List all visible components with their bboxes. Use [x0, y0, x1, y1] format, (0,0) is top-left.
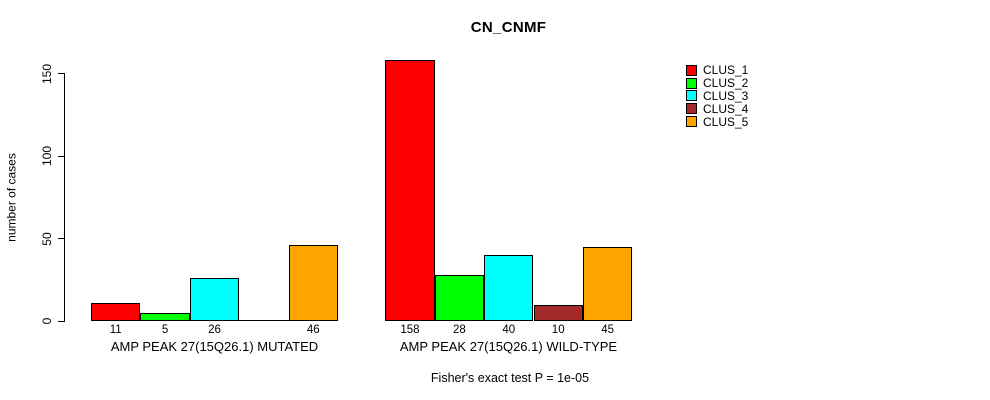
y-axis-tick-label: 150 [40, 63, 54, 84]
bar-clus_2-group1 [140, 312, 190, 321]
x-axis-group-label-wild-type: AMP PEAK 27(15Q26.1) WILD-TYPE [399, 339, 618, 354]
bar-value-label: 11 [109, 324, 122, 336]
legend-label: CLUS_2 [703, 76, 749, 91]
legend-label: CLUS_1 [703, 63, 749, 78]
bar-value-label: 5 [161, 324, 169, 336]
y-axis-tick [58, 73, 65, 74]
bar-value-label: 10 [551, 324, 565, 336]
x-axis-group-label-mutated: AMP PEAK 27(15Q26.1) MUTATED [110, 339, 319, 354]
y-axis-tick [58, 155, 65, 157]
bar-value-label: 46 [306, 324, 320, 336]
legend-item: CLUS_2 [686, 77, 748, 90]
legend-item: CLUS_4 [686, 102, 748, 115]
bar-value-label: 26 [208, 324, 221, 336]
bar-clus_4-group2 [533, 304, 583, 321]
legend-swatch-clus-2 [686, 77, 697, 89]
bar-clus_1-group1 [91, 302, 141, 321]
y-axis-tick [58, 238, 65, 239]
legend-item: CLUS_5 [686, 115, 748, 128]
bar-value-label: 158 [400, 324, 420, 336]
legend: CLUS_1 CLUS_2 CLUS_3 CLUS_4 CLUS_5 [686, 64, 748, 128]
bar-value-label: 28 [452, 324, 466, 336]
legend-label: CLUS_4 [703, 101, 749, 116]
bar-clus_3-group1 [189, 278, 240, 321]
fisher-test-annotation: Fisher's exact test P = 1e-05 [430, 371, 590, 385]
bar-value-label: 40 [502, 324, 516, 336]
bar-clus_2-group2 [434, 274, 485, 321]
bar-value-label: 45 [601, 324, 614, 336]
y-axis-tick [58, 320, 65, 322]
legend-swatch-clus-4 [686, 103, 697, 115]
y-axis-tick-label: 50 [40, 231, 54, 246]
bar-clus_4-group1-zero [239, 320, 289, 321]
legend-swatch-clus-1 [686, 64, 697, 76]
y-axis-label: number of cases [4, 153, 19, 242]
bar-clus_5-group2 [582, 246, 633, 321]
legend-label: CLUS_5 [703, 114, 749, 129]
bar-clus_3-group2 [484, 255, 534, 321]
y-axis-tick-label: 0 [40, 317, 54, 325]
bar-clus_1-group2 [385, 60, 435, 321]
chart-title: CN_CNMF [470, 19, 547, 36]
bar-clus_5-group1 [288, 245, 338, 321]
legend-item: CLUS_1 [686, 64, 748, 77]
y-axis-tick-label: 100 [40, 145, 54, 167]
legend-item: CLUS_3 [686, 90, 748, 103]
y-axis-line [64, 73, 65, 322]
legend-swatch-clus-5 [686, 116, 697, 128]
legend-swatch-clus-3 [686, 90, 697, 102]
legend-label: CLUS_3 [703, 88, 749, 103]
